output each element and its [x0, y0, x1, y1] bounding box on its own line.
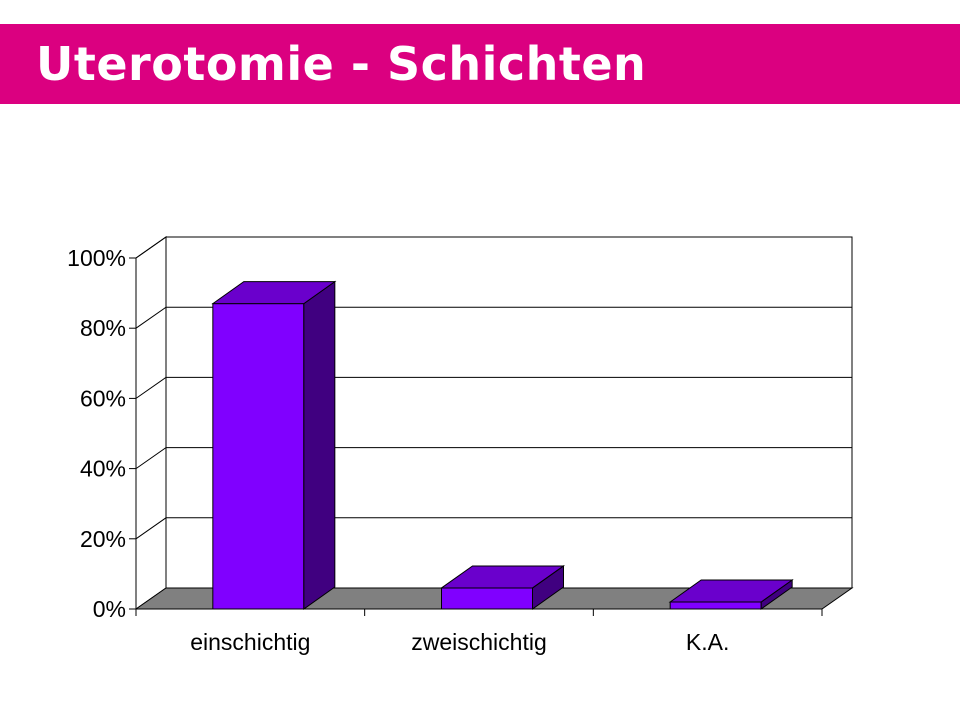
x-tick-label: zweischichtig	[411, 629, 547, 655]
gridline	[135, 376, 852, 399]
x-tick-label: einschichtig	[190, 629, 310, 655]
chart-bars	[211, 280, 794, 610]
y-tick-label: 100%	[67, 245, 126, 271]
chart-gridlines	[135, 236, 852, 540]
bar-front	[212, 303, 305, 610]
slide-title: Uterotomie - Schichten	[36, 37, 647, 91]
bar-top	[211, 281, 337, 305]
bar-k-a-	[668, 579, 794, 610]
bar-side	[303, 280, 336, 610]
bar-top	[439, 565, 566, 589]
bar-top	[668, 579, 794, 603]
bar-front	[669, 601, 762, 610]
gridline	[135, 236, 852, 259]
gridline	[135, 306, 852, 329]
chart-axes	[129, 257, 823, 616]
y-tick-label: 60%	[80, 385, 126, 411]
side-wall	[135, 236, 167, 610]
y-axis-tick-labels: 0% 20% 40% 60% 80% 100%	[67, 245, 126, 622]
bar-zweischichtig	[439, 564, 566, 610]
bar-front	[441, 587, 533, 610]
gridline	[135, 517, 852, 540]
title-bar: Uterotomie - Schichten	[0, 24, 960, 104]
bar-einschichtig	[211, 280, 337, 610]
y-tick-label: 80%	[80, 315, 126, 341]
gridline	[135, 447, 852, 470]
x-tick-label: K.A.	[686, 629, 729, 655]
y-tick-label: 0%	[93, 596, 126, 622]
y-tick-label: 40%	[80, 456, 126, 482]
y-tick-label: 20%	[80, 526, 126, 552]
x-axis-tick-labels: einschichtig zweischichtig K.A.	[190, 629, 729, 655]
